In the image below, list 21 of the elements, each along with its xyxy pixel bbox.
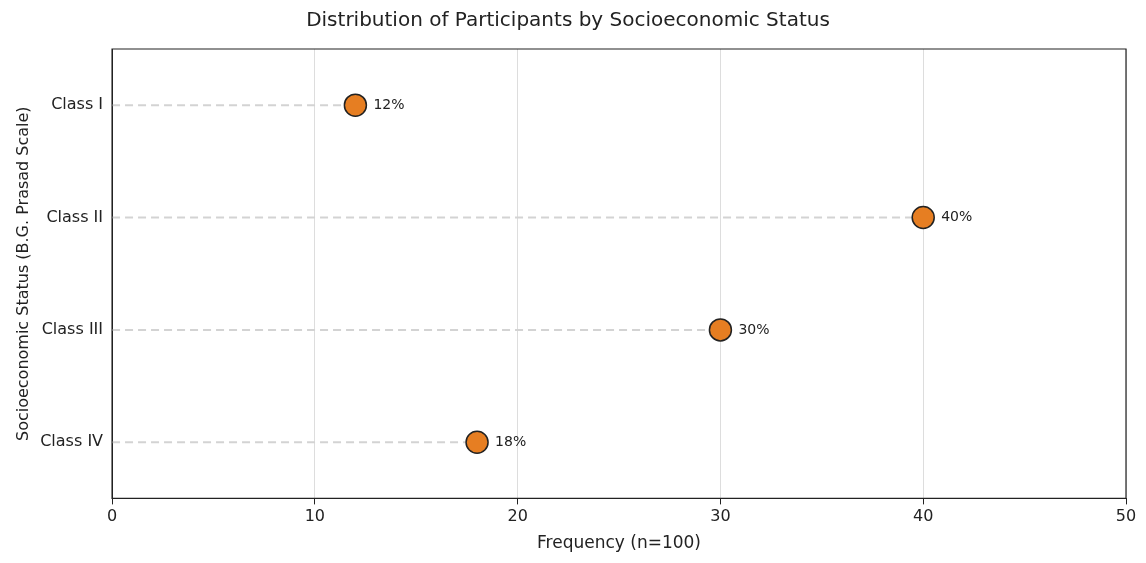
data-label: 18% xyxy=(495,432,527,449)
data-label: 12% xyxy=(373,95,405,112)
data-label: 40% xyxy=(941,208,973,225)
x-tick-label: 10 xyxy=(304,506,326,526)
data-label: 30% xyxy=(738,320,770,337)
x-tick-label: 50 xyxy=(1115,506,1137,526)
y-tick-label: Class I xyxy=(51,94,104,114)
x-tick-label: 30 xyxy=(710,506,731,526)
x-tick-label: 20 xyxy=(507,506,528,526)
point xyxy=(911,205,935,230)
y-tick-label: Class III xyxy=(41,319,104,339)
x-axis-title: Frequency (n=100) xyxy=(537,532,702,553)
x-tick-label: 0 xyxy=(106,506,118,526)
y-tick-label: Class IV xyxy=(40,431,104,451)
x-tick-label: 40 xyxy=(913,506,934,526)
chart-title: Distribution of Participants by Socioeconomic Status xyxy=(306,7,830,32)
y-tick-label: Class II xyxy=(46,206,104,226)
point xyxy=(465,430,489,454)
y-axis-title: Socioeconomic Status (B.G. Prasad Scale) xyxy=(12,106,32,442)
point xyxy=(708,318,733,342)
point xyxy=(343,93,368,117)
